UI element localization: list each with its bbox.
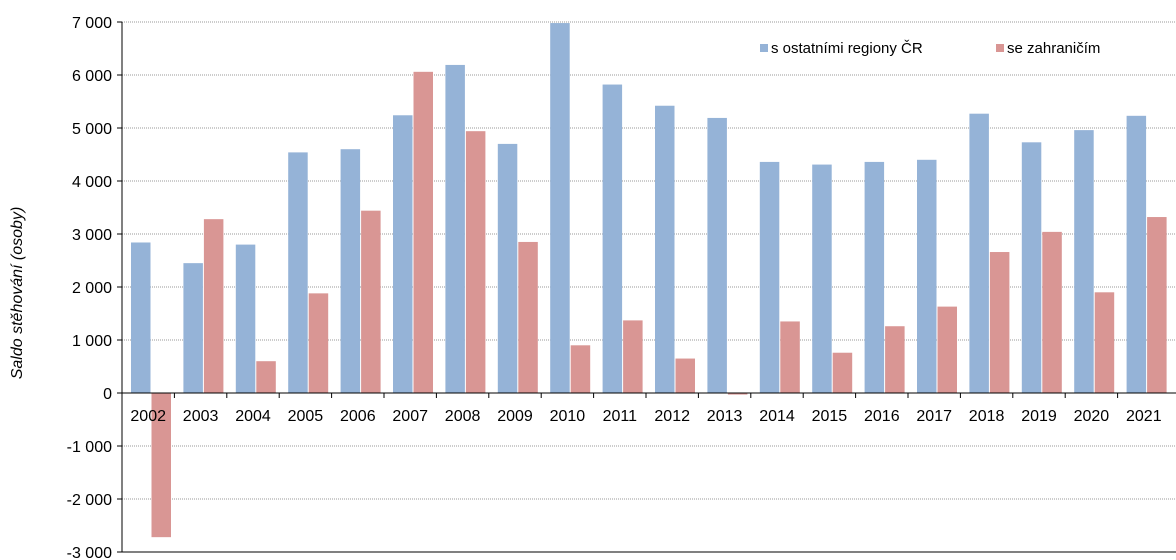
y-tick-label: 4 000 <box>72 174 112 191</box>
y-tick-label: 1 000 <box>72 333 112 350</box>
x-tick-label: 2009 <box>497 408 533 425</box>
y-tick-label: 2 000 <box>72 280 112 297</box>
x-tick-label: 2011 <box>603 408 638 425</box>
bars <box>131 23 1167 538</box>
bar-regions-2019 <box>1021 142 1042 393</box>
x-tick-label: 2015 <box>812 408 848 425</box>
bar-regions-2003 <box>183 263 203 393</box>
bar-abroad-2019 <box>1042 231 1062 393</box>
bar-abroad-2008 <box>465 131 486 393</box>
bar-regions-2016 <box>864 161 885 393</box>
x-tick-label: 2006 <box>340 408 376 425</box>
y-tick-label: 7 000 <box>72 15 112 32</box>
bar-regions-2021 <box>1126 115 1147 393</box>
y-tick-label: 3 000 <box>72 227 112 244</box>
bar-abroad-2007 <box>413 71 433 393</box>
y-tick-label: -1 000 <box>67 439 112 456</box>
bar-regions-2007 <box>393 115 413 393</box>
bar-regions-2017 <box>917 159 937 393</box>
axes <box>117 21 1176 553</box>
x-tick-label: 2017 <box>916 408 952 425</box>
bar-abroad-2012 <box>675 358 695 393</box>
bar-regions-2008 <box>445 64 465 394</box>
bar-abroad-2021 <box>1147 217 1167 393</box>
bar-abroad-2006 <box>361 210 381 393</box>
bar-regions-2018 <box>969 113 989 393</box>
x-tick-label: 2012 <box>654 408 690 425</box>
x-tick-label: 2016 <box>864 408 900 425</box>
x-tick-label: 2007 <box>392 408 428 425</box>
bar-regions-2020 <box>1074 130 1094 393</box>
legend-swatch <box>760 44 768 52</box>
bar-abroad-2016 <box>885 326 905 393</box>
y-tick-label: 6 000 <box>72 68 112 85</box>
bar-regions-2005 <box>288 152 308 393</box>
bar-regions-2010 <box>550 23 570 394</box>
y-tick-label: -2 000 <box>67 492 112 509</box>
legend-label: se zahraničím <box>1007 40 1100 57</box>
x-tick-label: 2010 <box>550 408 586 425</box>
bar-regions-2013 <box>707 117 727 394</box>
bar-regions-2015 <box>812 164 832 393</box>
bar-abroad-2013 <box>727 393 748 395</box>
bar-abroad-2005 <box>308 293 329 393</box>
x-tick-label: 2013 <box>707 408 743 425</box>
gridlines <box>122 21 1176 500</box>
x-tick-label: 2008 <box>445 408 481 425</box>
bar-regions-2009 <box>497 143 518 393</box>
bar-regions-2002 <box>131 242 151 393</box>
x-tick-label: 2002 <box>130 408 166 425</box>
y-tick-labels: 7 000 6 000 5 000 4 000 3 000 2 000 1 000 0 -1 0… <box>67 15 112 560</box>
legend-swatch <box>996 44 1004 52</box>
bar-abroad-2014 <box>780 321 800 393</box>
x-tick-label: 2014 <box>759 408 795 425</box>
x-tick-label: 2020 <box>1074 408 1110 425</box>
bar-regions-2012 <box>655 105 675 394</box>
bar-abroad-2018 <box>989 252 1010 393</box>
x-tick-label: 2005 <box>288 408 324 425</box>
y-tick-label: 5 000 <box>72 121 112 138</box>
y-axis-label: Saldo stěhování (osoby) <box>9 207 26 380</box>
bar-regions-2004 <box>235 244 256 393</box>
bar-abroad-2004 <box>256 361 276 393</box>
x-tick-label: 2019 <box>1021 408 1057 425</box>
bar-abroad-2003 <box>203 219 224 393</box>
x-tick-labels: 2002 2003 2004 2005 2006 2007 2008 2009 2010 2011… <box>130 408 1161 425</box>
y-tick-label: 0 <box>103 386 112 403</box>
x-tick-label: 2004 <box>235 408 271 425</box>
bar-abroad-2017 <box>937 306 957 393</box>
y-tick-label: -3 000 <box>67 545 112 560</box>
x-tick-label: 2021 <box>1126 408 1162 425</box>
x-tick-label: 2003 <box>183 408 219 425</box>
bar-abroad-2011 <box>623 320 643 393</box>
bar-abroad-2015 <box>832 352 853 393</box>
bar-regions-2011 <box>602 84 623 393</box>
bar-abroad-2010 <box>570 345 591 393</box>
bar-regions-2006 <box>340 149 361 393</box>
bar-abroad-2020 <box>1094 292 1115 393</box>
bar-abroad-2009 <box>518 241 538 393</box>
bar-regions-2014 <box>759 161 780 393</box>
legend: s ostatními regiony ČR se zahraničím <box>760 40 1100 57</box>
bar-abroad-2002 <box>151 393 171 538</box>
x-tick-label: 2018 <box>969 408 1005 425</box>
legend-label: s ostatními regiony ČR <box>771 40 923 57</box>
